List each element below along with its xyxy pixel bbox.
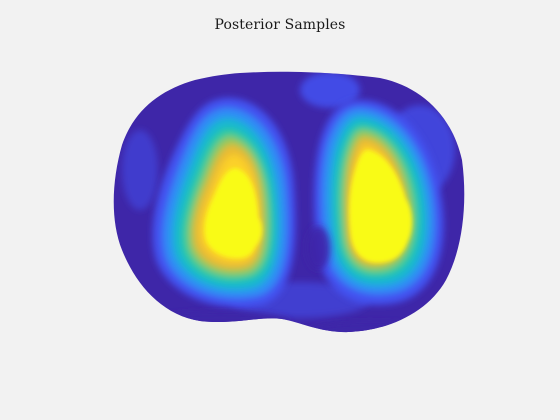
central-trough [306,226,330,270]
heatmap-field [113,71,465,333]
right-peak [349,150,412,263]
left-peak [204,168,262,259]
chart-title: Posterior Samples [214,17,346,33]
